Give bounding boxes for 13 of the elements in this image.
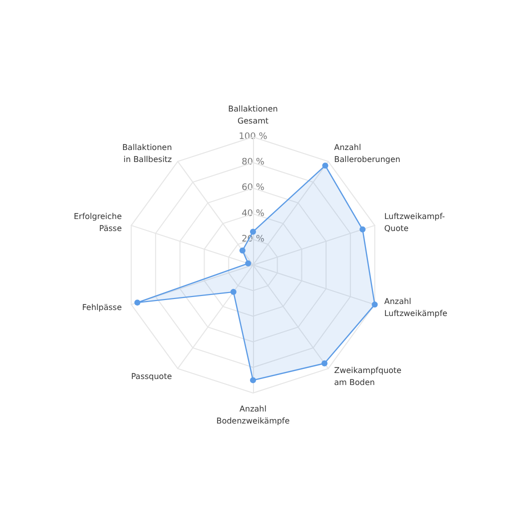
y-tick-label: 40 % bbox=[242, 208, 265, 219]
spoke-label: Luftzweikampf- Quote bbox=[384, 212, 445, 233]
spoke-label: Ballaktionen Gesamt bbox=[228, 104, 278, 126]
spoke-label: Anzahl Balleroberungen bbox=[334, 142, 400, 164]
y-tick-label: 60 % bbox=[242, 183, 265, 194]
spoke-label: Passquote bbox=[131, 372, 172, 382]
spoke-label: Anzahl Bodenzweikämpfe bbox=[216, 404, 290, 426]
spoke-label: Erfolgreiche Pässe bbox=[74, 212, 122, 233]
spoke-label: Anzahl Luftzweikämpfe bbox=[384, 297, 448, 318]
spoke-label: Zweikampfquote am Boden bbox=[334, 366, 402, 388]
y-tick-label: 80 % bbox=[242, 158, 265, 168]
spoke-label: Ballaktionen in Ballbesitz bbox=[122, 142, 172, 164]
spoke-label: Fehlpässe bbox=[82, 303, 122, 312]
